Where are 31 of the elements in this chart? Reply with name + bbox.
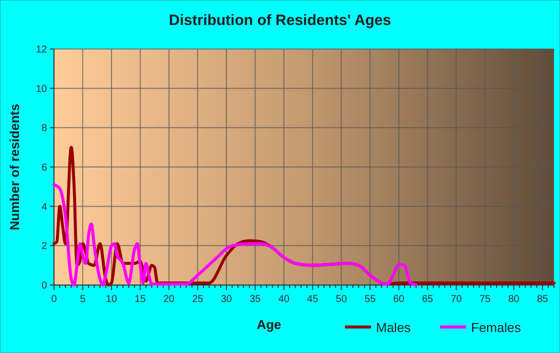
x-tick-label: 35 (250, 294, 262, 305)
y-axis-title: Number of residents (7, 104, 22, 230)
x-tick-label: 45 (307, 294, 319, 305)
x-tick-label: 40 (278, 294, 290, 305)
x-tick-label: 5 (80, 294, 86, 305)
y-tick-label: 2 (41, 241, 48, 252)
chart-title: Distribution of Residents' Ages (168, 12, 392, 29)
y-tick-label: 6 (41, 162, 48, 174)
x-tick-label: 70 (450, 294, 462, 305)
x-axis-title: Age (256, 317, 282, 332)
x-tick-label: 75 (479, 294, 492, 305)
x-tick-label: 60 (393, 294, 405, 305)
legend-label: Males (376, 320, 412, 335)
x-tick-label: 15 (134, 294, 146, 305)
y-tick-label: 4 (41, 202, 48, 213)
x-tick-label: 85 (536, 294, 549, 305)
y-tick-label: 8 (41, 123, 48, 134)
x-tick-label: 55 (364, 294, 376, 305)
x-tick-label: 30 (220, 294, 232, 305)
x-tick-label: 80 (508, 294, 520, 305)
x-tick-label: 10 (106, 294, 118, 305)
y-tick-label: 0 (41, 280, 48, 292)
x-tick-label: 25 (192, 294, 204, 305)
line-series (52, 183, 418, 286)
x-tick-label: 50 (336, 294, 348, 305)
x-tick-label: 0 (51, 294, 58, 305)
y-tick-label: 12 (36, 44, 48, 56)
x-tick-label: 65 (422, 294, 434, 305)
legend-label: Females (471, 320, 522, 335)
y-tick-label: 10 (36, 84, 48, 95)
x-tick-label: 20 (163, 294, 175, 305)
